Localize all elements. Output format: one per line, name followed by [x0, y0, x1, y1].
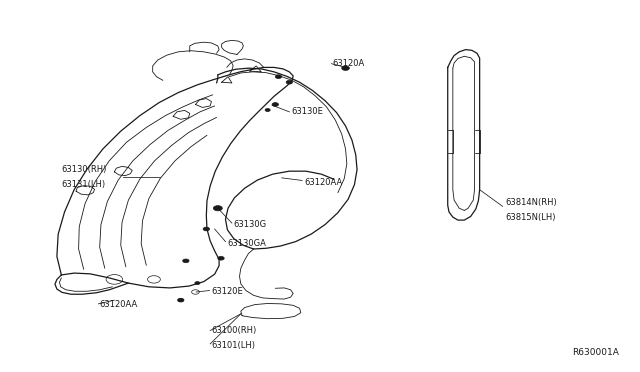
Circle shape	[275, 75, 282, 78]
Text: 63100(RH): 63100(RH)	[211, 326, 257, 335]
Text: 63120E: 63120E	[211, 287, 243, 296]
Circle shape	[182, 259, 189, 263]
Text: 63101(LH): 63101(LH)	[211, 341, 255, 350]
Circle shape	[213, 206, 222, 211]
Text: 63130G: 63130G	[234, 221, 267, 230]
Text: 63120A: 63120A	[333, 59, 365, 68]
Circle shape	[343, 67, 348, 70]
Circle shape	[342, 66, 349, 70]
Text: 63130(RH): 63130(RH)	[61, 165, 107, 174]
Text: 63130E: 63130E	[291, 108, 323, 116]
Text: R630001A: R630001A	[572, 348, 619, 357]
Text: 63815N(LH): 63815N(LH)	[505, 213, 556, 222]
Circle shape	[178, 299, 183, 302]
Circle shape	[218, 256, 224, 260]
Circle shape	[195, 282, 200, 285]
Circle shape	[203, 227, 209, 231]
Text: 63131(LH): 63131(LH)	[61, 180, 106, 189]
Circle shape	[286, 80, 292, 84]
Circle shape	[272, 103, 278, 106]
Text: 63814N(RH): 63814N(RH)	[505, 198, 557, 207]
Text: 63120AA: 63120AA	[304, 178, 342, 187]
Text: 63120AA: 63120AA	[100, 300, 138, 309]
Text: 63130GA: 63130GA	[227, 239, 266, 248]
Circle shape	[177, 298, 184, 302]
Circle shape	[265, 109, 270, 112]
